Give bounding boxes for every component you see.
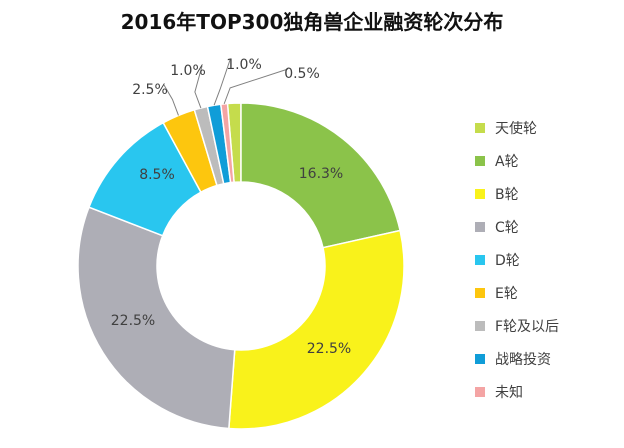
data-label-7: 1.0%	[170, 63, 206, 79]
legend-swatch-1	[475, 123, 485, 133]
legend-swatch-5	[475, 255, 485, 265]
legend-swatch-9	[475, 387, 485, 397]
legend-label-2: A轮	[495, 154, 519, 170]
legend-label-1: 天使轮	[495, 120, 537, 137]
chart-title: 2016年TOP300独角兽企业融资轮次分布	[120, 10, 504, 34]
data-label-6: 2.5%	[132, 82, 168, 98]
slice-2	[240, 102, 401, 249]
legend-label-4: C轮	[495, 220, 519, 236]
legend-label-5: D轮	[495, 253, 520, 269]
legend-swatch-7	[475, 321, 485, 331]
slice-4	[77, 206, 236, 430]
data-label-4: 22.5%	[111, 313, 155, 329]
legend-item-8: 战略投资	[475, 352, 551, 368]
legend-item-4: C轮	[475, 220, 519, 236]
leader-line-7	[194, 65, 203, 109]
legend-item-9: 未知	[475, 384, 523, 401]
legend-item-3: B轮	[475, 187, 519, 203]
legend-label-9: 未知	[495, 384, 523, 401]
data-label-9: 0.5%	[284, 66, 320, 82]
data-label-2: 16.3%	[299, 166, 343, 182]
legend-item-6: E轮	[475, 286, 518, 302]
legend-swatch-8	[475, 354, 485, 364]
legend-swatch-3	[475, 189, 485, 199]
leader-line-6	[163, 84, 179, 116]
data-label-5: 8.5%	[139, 167, 175, 183]
slice-3	[228, 229, 405, 430]
leader-line-9	[223, 68, 289, 105]
legend-swatch-6	[475, 288, 485, 298]
legend-label-6: E轮	[495, 286, 518, 302]
legend-swatch-4	[475, 222, 485, 232]
legend-item-2: A轮	[475, 154, 519, 170]
data-label-8: 1.0%	[226, 57, 262, 73]
legend-item-5: D轮	[475, 253, 520, 269]
legend-label-3: B轮	[495, 187, 519, 203]
legend-label-8: 战略投资	[495, 352, 551, 368]
legend-label-7: F轮及以后	[495, 319, 559, 335]
legend-item-1: 天使轮	[475, 120, 537, 137]
slice-9	[219, 102, 235, 184]
legend-item-7: F轮及以后	[475, 319, 559, 335]
leader-line-8	[213, 59, 231, 106]
legend-swatch-2	[475, 156, 485, 166]
data-label-3: 22.5%	[307, 341, 351, 357]
